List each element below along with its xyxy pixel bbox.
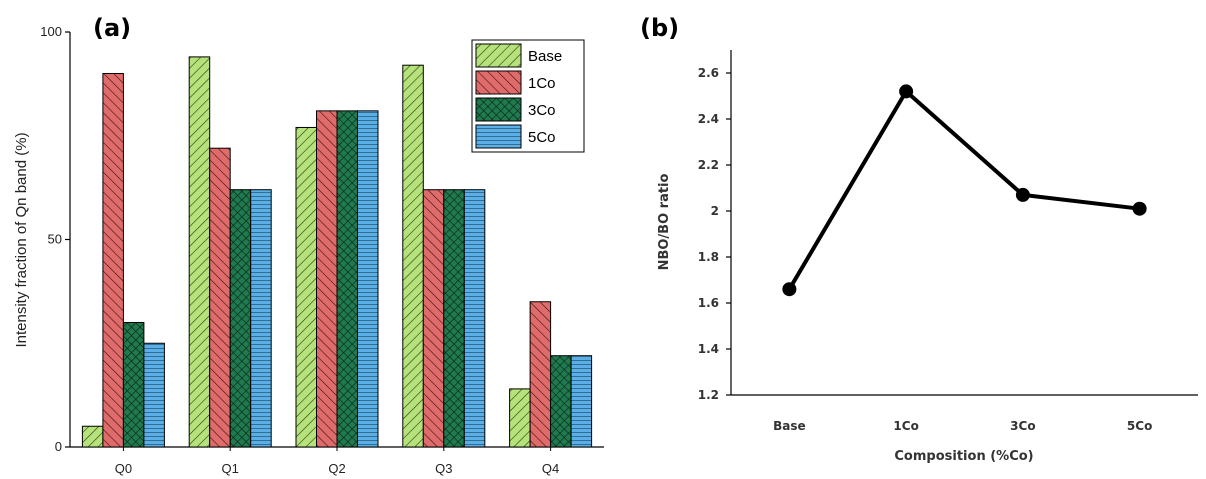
- legend-swatch-1co: [475, 70, 522, 95]
- x-tick-label: Base: [773, 419, 806, 433]
- bar-q1-base: [188, 56, 211, 448]
- panel-b-y-ticks: 1.2 1.4 1.6 1.8 2 2.2 2.4 2.6: [698, 66, 731, 402]
- bar-q3-5co: [463, 189, 486, 448]
- legend-label-5co: 5Co: [528, 129, 556, 146]
- x-tick-label: Q3: [435, 461, 452, 476]
- bar-q1-1co: [209, 147, 231, 448]
- bar-q2-base: [295, 126, 317, 448]
- x-tick-label: Q0: [115, 461, 132, 476]
- y-tick-label: 50: [48, 232, 62, 247]
- bar-q3-base: [402, 64, 424, 448]
- bar-q3-3co: [443, 189, 465, 448]
- y-tick-label: 2: [711, 204, 719, 218]
- x-tick-label: Q1: [222, 461, 239, 476]
- bar-q1-3co: [229, 189, 252, 448]
- panel-b-y-axis-title: NBO/BO ratio: [657, 174, 672, 271]
- y-tick-label: 1.4: [698, 342, 719, 356]
- panel-a-y-axis-title: Intensity fraction of Qn band (%): [13, 132, 30, 347]
- legend-label-1co: 1Co: [528, 75, 556, 92]
- legend-label-3co: 3Co: [528, 102, 556, 119]
- panel-a-y-ticks: 0 50 100: [40, 24, 70, 454]
- bar-q0-base: [81, 425, 104, 448]
- panel-a-bars: [81, 56, 593, 448]
- bar-q0-5co: [143, 342, 165, 448]
- series-line: [787, 89, 1140, 291]
- panel-b-x-ticks: Base 1Co 3Co 5Co: [773, 419, 1152, 433]
- x-tick-label: Q4: [542, 461, 559, 476]
- panel-a-legend: Base 1Co 3Co 5Co: [471, 39, 585, 153]
- panel-b-label: (b): [640, 14, 679, 42]
- legend-swatch-base: [475, 43, 522, 68]
- point-3co: [1015, 187, 1030, 202]
- legend-label-base: Base: [528, 48, 562, 65]
- panel-a-label: (a): [93, 14, 131, 42]
- panel-b: (b) NBO/BO ratio 1.21.41.61.822.22.42.6 …: [640, 14, 1198, 464]
- y-tick-label: 1.6: [698, 296, 719, 310]
- point-5co: [1132, 201, 1147, 216]
- y-tick-label: 2.2: [698, 158, 719, 172]
- x-tick-label: 1Co: [893, 419, 918, 433]
- x-tick-label: 5Co: [1127, 419, 1152, 433]
- bar-q0-1co: [102, 73, 124, 448]
- y-tick-label: 1.8: [698, 250, 719, 264]
- bar-q4-5co: [570, 355, 593, 448]
- bar-q3-1co: [422, 189, 445, 448]
- point-1co: [899, 84, 914, 99]
- panel-b-series: [782, 84, 1147, 297]
- y-tick-label: 1.2: [698, 388, 719, 402]
- point-base: [782, 282, 797, 297]
- bar-q0-3co: [122, 322, 145, 448]
- bar-q1-5co: [250, 189, 272, 448]
- y-tick-label: 100: [40, 24, 62, 39]
- legend-swatch-3co: [475, 97, 522, 122]
- x-tick-label: Q2: [328, 461, 345, 476]
- bar-q4-1co: [529, 301, 552, 448]
- panel-a-x-ticks: Q0 Q1 Q2 Q3 Q4: [115, 447, 559, 476]
- panel-a: (a) Intensity fraction of Qn band (%) 0 5…: [13, 14, 604, 476]
- bar-q2-3co: [336, 110, 358, 448]
- y-tick-label: 2.4: [698, 112, 719, 126]
- y-tick-label: 0: [55, 439, 62, 454]
- legend-swatch-5co: [475, 124, 522, 149]
- x-tick-label: 3Co: [1010, 419, 1035, 433]
- bar-q2-1co: [316, 110, 338, 448]
- bar-q2-5co: [357, 110, 379, 448]
- y-tick-label: 2.6: [698, 66, 719, 80]
- panel-b-x-axis-title: Composition (%Co): [894, 449, 1033, 464]
- bar-q4-base: [509, 388, 531, 448]
- bar-q4-3co: [550, 355, 572, 448]
